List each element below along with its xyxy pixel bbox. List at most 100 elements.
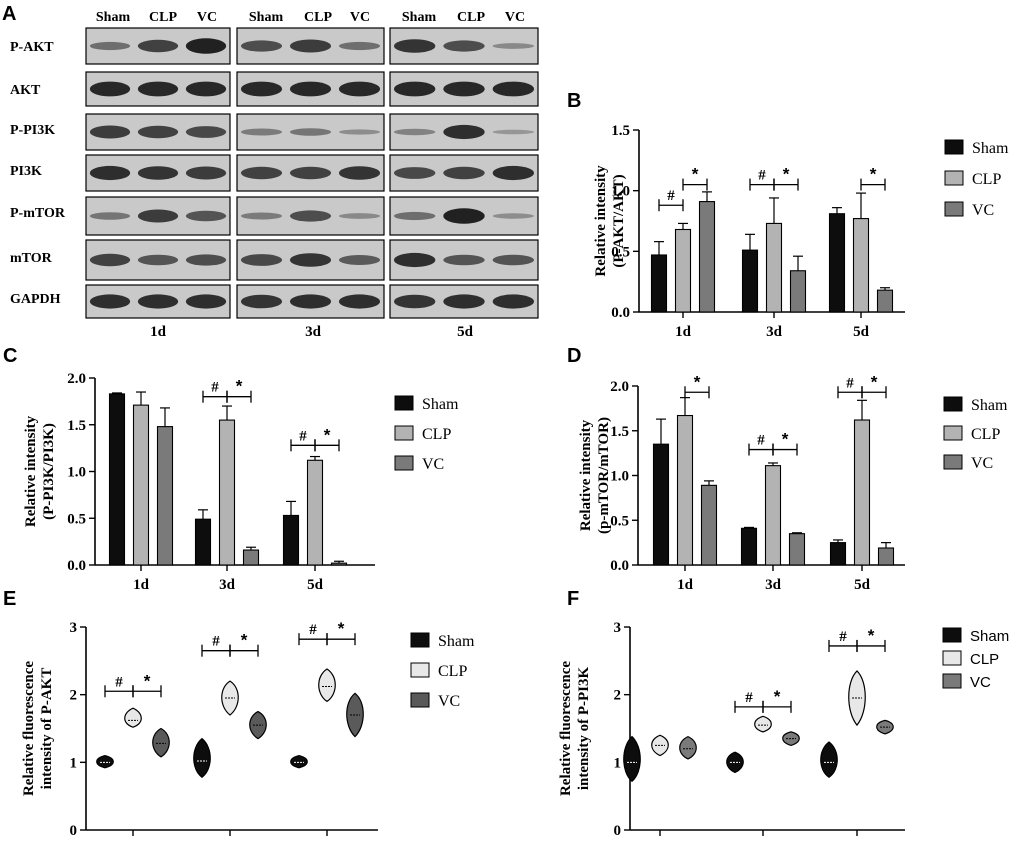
significance-hash: # [757,433,765,449]
lane-header-vc-5: VC [505,10,525,25]
legend-swatch [394,425,414,441]
blot-band [137,39,179,53]
blot-strip [236,113,385,151]
blot-band [137,166,179,180]
blot-band [492,294,535,309]
significance-hash: # [839,629,847,645]
panel-letter-c: C [3,345,17,367]
blot-band [240,40,283,52]
blot-band [492,43,535,49]
blot-row-labels: P-AKT AKT P-PI3K PI3K P-mTOR mTOR GAPDH [10,40,66,307]
row-label-p-pi3k: P-PI3K [10,123,55,138]
legend-swatch [943,454,963,470]
panel-letter-e: E [3,588,16,610]
significance-star: * [692,165,699,184]
blot-band [443,208,485,224]
bar-sham [741,249,759,313]
blot-band [393,128,436,136]
row-label-gapdh: GAPDH [10,292,61,307]
violin-vc [152,727,170,758]
violin-sham [193,737,211,778]
chart-d-p-mtor-ratio: 0.0 0.5 1.0 1.5 2.0 Relative intensity (p-mTOR… [578,372,1008,593]
blot-band [185,294,227,309]
blot-band [240,81,283,97]
lane-header-clp-1: CLP [149,10,177,25]
blot-band [289,294,332,309]
x-tick-label: 1d [677,577,694,593]
blot-band [338,255,381,265]
lane-headers: Sham CLP VC Sham CLP VC Sham CLP VC [96,10,525,25]
lane-header-sham-1: Sham [96,10,131,25]
significance-star: * [241,631,248,650]
panel-letter-b: B [567,90,581,112]
x-tick-label: 5d [854,577,871,593]
significance-star: * [782,430,789,449]
bar-sham [740,527,758,566]
y-tick-label: 1.0 [610,469,629,485]
blot-band [89,41,131,51]
blot-day-3d: 3d [305,324,322,340]
y-axis-title: intensity of P-AKT [39,668,55,790]
y-axis-title: Relative intensity [593,165,609,277]
legend-swatch [944,139,964,155]
violin-vc [679,735,697,760]
significance-hash: # [667,188,675,204]
blot-band [137,209,179,223]
blot-band [89,294,131,309]
blot-band [240,254,283,266]
significance-star: * [236,377,243,396]
bar-clp [765,222,783,313]
significance-star: * [868,626,875,645]
legend-label: CLP [422,426,451,443]
row-label-p-akt: P-AKT [10,40,54,55]
x-tick-label: 3d [766,324,783,340]
lane-header-vc-3: VC [350,10,370,25]
bar-clp [676,414,694,566]
blot-band [137,81,179,97]
y-tick-label: 1 [70,755,78,771]
blot-band [443,81,485,97]
blot-band [240,166,283,180]
blot-band [393,81,436,97]
legend-swatch [410,632,430,648]
legend-label: VC [972,202,994,219]
legend-swatch [942,650,962,666]
x-tick-label: 1d [133,577,150,593]
significance-hash: # [115,674,123,690]
bar-sham [828,213,846,313]
blot-band [338,129,381,135]
bar-sham [650,254,668,313]
y-tick-label: 2.0 [67,371,86,387]
blot-band [393,39,436,53]
row-label-mtor: mTOR [10,251,53,266]
legend-swatch [942,673,962,689]
blot-band [185,210,227,222]
significance-star: * [870,165,877,184]
legend-swatch [944,201,964,217]
blot-day-5d: 5d [457,324,474,340]
blot-band [393,252,436,268]
bar-vc [242,549,260,566]
y-tick-label: 0.0 [610,558,629,574]
blot-band [492,81,535,97]
legend-swatch [410,662,430,678]
panel-letter-d: D [567,345,581,367]
lane-header-vc-1: VC [197,10,217,25]
significance-star: * [783,165,790,184]
chart-c-p-pi3k-ratio: 0.0 0.5 1.0 1.5 2.0 Relative intensity (P-PI3K… [23,371,459,593]
legend-swatch [394,455,414,471]
chart-e-p-akt-fluorescence: 0 1 2 3 Relative fluorescence intensity of P-… [21,619,475,843]
lane-header-sham-5: Sham [402,10,437,25]
y-axis-title: intensity of P-PI3K [576,667,592,791]
bar-vc [156,426,174,566]
y-tick-label: 0.0 [67,558,86,574]
legend-swatch [943,425,963,441]
blot-band [185,126,227,138]
violin-sham [623,735,641,783]
chart-b-p-akt-ratio: 0.0 0.5 1.0 1.5 Relative intensity (P-AKT/AKT… [593,123,1009,340]
blot-band [289,210,332,222]
significance-star: * [324,425,331,444]
blot-day-1d: 1d [150,324,167,340]
blot-band [492,129,535,135]
blot-band [338,41,381,51]
